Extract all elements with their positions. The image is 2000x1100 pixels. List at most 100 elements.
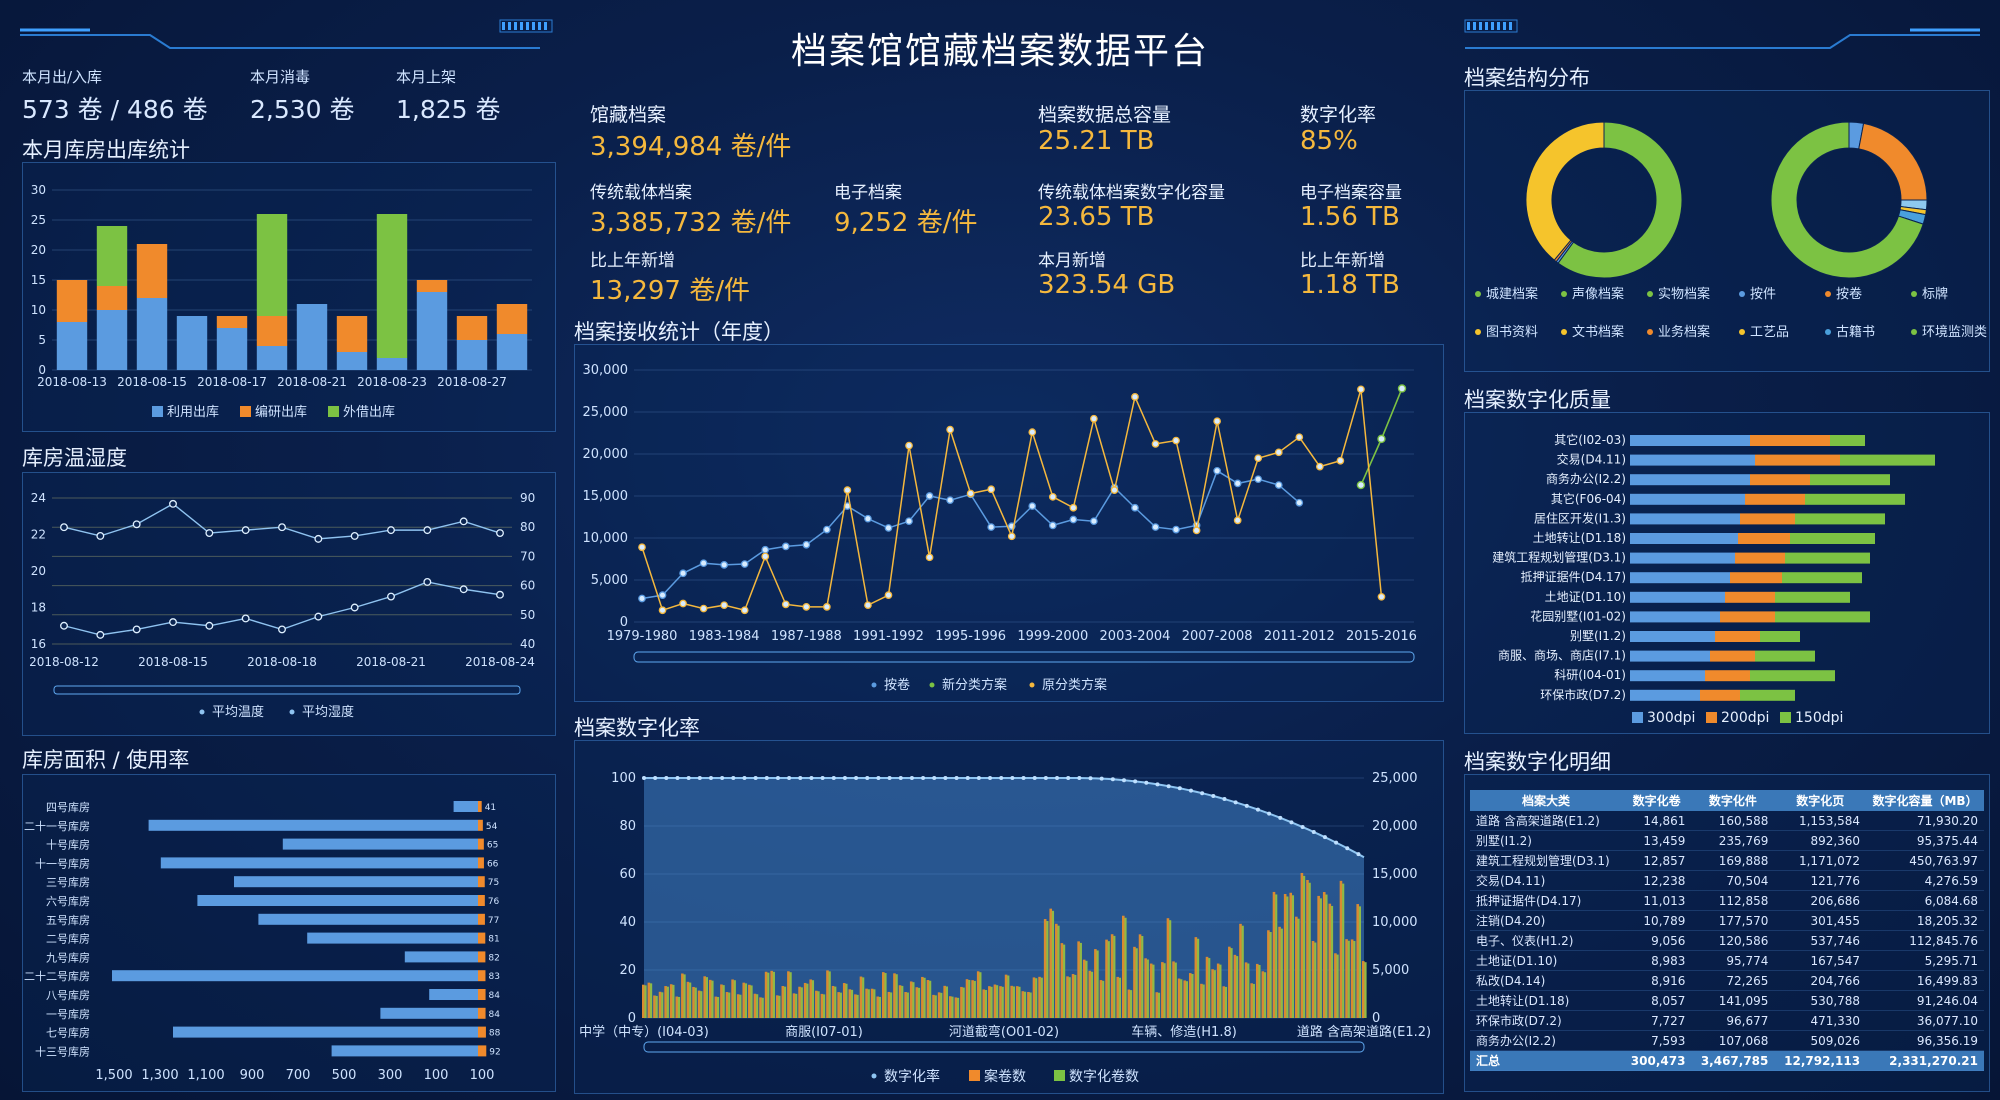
rate-point [921,776,926,780]
category-label: 五号库房 [46,914,90,927]
case-bar [1228,946,1231,1018]
case-bar [1250,983,1253,1018]
digitized-bar [1241,925,1244,1018]
bar [496,334,528,370]
digitized-bar [1252,983,1255,1018]
kpi-yoy-new-cap-label: 比上年新增 [1300,251,1385,271]
usage-bar [478,838,484,850]
digitized-bar [1275,894,1278,1018]
rate-point [1021,776,1026,780]
digitized-bar [1247,963,1250,1018]
digitized-bar [795,993,798,1018]
digitized-bar [806,983,809,1018]
case-bar [948,996,952,1018]
table-row: 交易(D4.11) 12,238 70,504 121,776 4,276.59 [1470,870,1984,891]
digitized-bar [1224,986,1228,1018]
digitized-bar [1135,948,1138,1018]
kpi-electronic-cap-label: 电子档案容量 [1300,183,1402,203]
data-point [1151,523,1160,531]
quality-bar [1805,493,1905,505]
bar [216,316,248,328]
legend-swatch [1632,712,1643,723]
digitized-bar [683,974,686,1018]
rate-point [675,776,680,780]
digitized-bar [951,996,954,1018]
scroll-bar [633,651,1415,663]
section-title-area-usage: 库房面积 / 使用率 [22,748,190,772]
digitized-bar [1001,986,1004,1018]
x-tick-label: 2018-08-17 [197,375,267,389]
table-cell: 71,930.20 [1866,811,1984,831]
data-point [1274,481,1283,489]
y-tick-label-left: 18 [31,601,46,615]
case-bar [1295,916,1298,1018]
table-cell: 167,547 [1774,950,1867,971]
kpi-collection-label: 馆藏档案 [590,104,667,126]
x-tick-label: 1983-1984 [689,629,760,644]
case-bar [664,986,667,1018]
table-cell: 交易(D4.11) [1470,870,1622,891]
table-cell: 12,792,113 [1774,1050,1867,1071]
y-tick-label-left: 16 [31,637,46,651]
x-tick-label: 道路 含高架道路(E1.2) [1297,1024,1431,1040]
y-tick-label-right: 0 [1372,1011,1380,1026]
digitized-bar [1297,918,1300,1018]
rate-point [1300,825,1305,830]
case-bar [1183,980,1186,1018]
digitized-bar [789,972,792,1018]
case-bar [1027,991,1030,1018]
digitized-bar [828,971,831,1018]
legend-label: 环境监测类 [1922,325,1987,340]
digitized-bar [1185,981,1188,1018]
data-point [905,441,913,450]
digitized-bar [850,989,854,1018]
digitized-bar [1213,970,1216,1018]
digitized-bar [1263,972,1267,1018]
table-cell: 土地转让(D1.18) [1470,990,1622,1011]
table-cell: 95,375.44 [1866,830,1984,851]
case-bar [898,985,902,1018]
legend-label: 200dpi [1721,710,1769,726]
rate-point [1133,779,1138,784]
usage-bar [478,1026,486,1038]
digitized-bar [1085,960,1088,1018]
quality-bar [1630,493,1745,505]
rate-point [1155,782,1160,787]
quality-bar [1630,474,1750,486]
y-tick-label: 10 [31,303,46,317]
table-cell: 注销(D4.20) [1470,910,1622,931]
legend-label: 业务档案 [1658,324,1710,340]
case-bar [1155,992,1159,1018]
quality-bar [1745,493,1805,505]
rate-point [1077,776,1082,781]
digitized-bar [1280,928,1283,1018]
case-bar [1133,946,1136,1018]
case-bar [770,970,773,1018]
case-bar [1211,969,1214,1018]
quality-bar [1630,572,1730,584]
category-label: 七号库房 [46,1027,90,1040]
case-bar [1021,991,1025,1018]
legend-swatch [969,1070,980,1081]
legend-swatch [1561,329,1567,335]
rate-point [1278,815,1283,820]
table-cell: 177,570 [1691,910,1775,931]
panel-temp-humidity [22,472,556,736]
case-bar [1010,985,1013,1018]
rate-point [1099,776,1104,781]
quality-bar [1750,435,1830,446]
rate-point [1088,776,1093,781]
table-row: 汇总 300,473 3,467,785 12,792,113 2,331,270.21 [1470,1050,1984,1071]
table-cell: 530,788 [1774,990,1867,1011]
table-cell: 70,504 [1691,870,1775,891]
legend-label: 实物档案 [1658,287,1710,302]
data-point [802,540,811,549]
category-label: 十三号库房 [35,1044,90,1058]
table-cell: 建筑工程规划管理(D3.1) [1470,850,1622,871]
digitized-bar [984,990,988,1018]
data-point [1336,456,1345,465]
digitized-bar [756,994,759,1018]
case-bar [1350,939,1354,1018]
bar [336,352,368,370]
detail-table-header: 档案大类 数字化卷 数字化件 数字化页 数字化容量（MB） [1470,790,1984,811]
